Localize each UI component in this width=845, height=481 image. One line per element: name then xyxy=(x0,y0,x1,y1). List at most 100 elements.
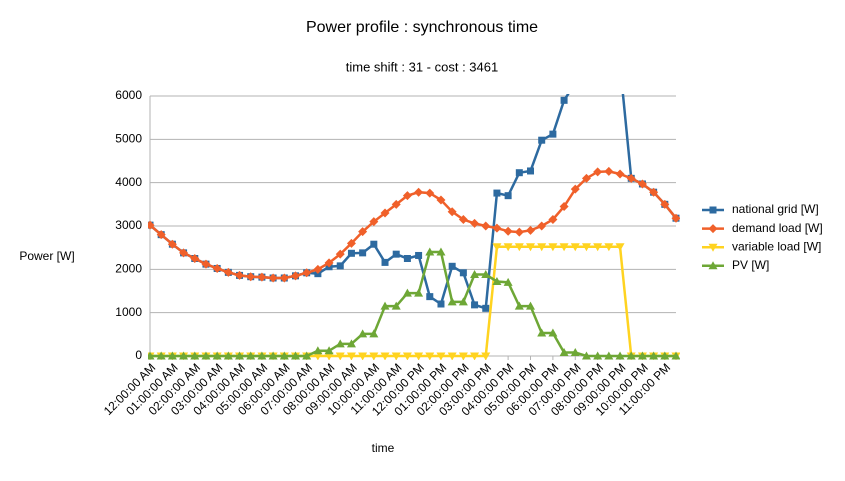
point xyxy=(324,352,334,360)
point xyxy=(448,262,456,270)
point xyxy=(548,215,558,224)
point xyxy=(336,262,344,270)
point xyxy=(414,187,424,197)
point xyxy=(482,304,490,312)
point xyxy=(391,199,401,209)
point xyxy=(279,273,289,283)
point xyxy=(414,352,424,360)
point xyxy=(503,243,513,252)
x-axis-label: time xyxy=(372,441,395,455)
point xyxy=(593,351,603,360)
point xyxy=(604,351,614,360)
point xyxy=(660,199,670,209)
point xyxy=(402,352,412,360)
point xyxy=(514,227,524,237)
point xyxy=(471,301,479,309)
point xyxy=(581,243,591,252)
point xyxy=(436,247,446,256)
point xyxy=(527,167,535,175)
point xyxy=(425,188,435,198)
point xyxy=(223,351,233,360)
point xyxy=(381,258,389,266)
point xyxy=(414,288,424,297)
point xyxy=(447,297,457,306)
point xyxy=(324,346,334,355)
point xyxy=(604,166,614,176)
point xyxy=(425,247,435,256)
point xyxy=(201,351,211,360)
point xyxy=(148,351,155,360)
point xyxy=(526,243,536,252)
point xyxy=(436,195,446,205)
point xyxy=(346,238,356,248)
point xyxy=(302,351,312,360)
point xyxy=(504,192,512,200)
point xyxy=(302,268,312,278)
point xyxy=(148,220,155,230)
point xyxy=(156,230,166,240)
point xyxy=(526,225,536,235)
point xyxy=(548,243,558,252)
point xyxy=(671,213,680,223)
point xyxy=(615,169,625,179)
point xyxy=(190,351,200,360)
point xyxy=(660,351,670,360)
point xyxy=(313,352,323,360)
point xyxy=(402,191,412,201)
point xyxy=(402,288,412,297)
series-line xyxy=(150,245,676,358)
y-tick-label: 3000 xyxy=(115,218,142,232)
point xyxy=(313,264,323,274)
point xyxy=(515,169,523,177)
point xyxy=(246,351,256,360)
point xyxy=(167,351,177,360)
point xyxy=(570,243,580,252)
point xyxy=(626,351,636,360)
point xyxy=(559,348,569,357)
legend-marker xyxy=(708,243,718,252)
point xyxy=(481,352,491,360)
point xyxy=(605,59,612,66)
point xyxy=(481,270,491,279)
point xyxy=(426,293,434,301)
point xyxy=(436,352,446,360)
point xyxy=(190,254,200,263)
legend-label: variable load [W] xyxy=(732,239,821,253)
point xyxy=(615,243,625,252)
point xyxy=(492,243,502,252)
point xyxy=(235,270,245,280)
point xyxy=(347,249,355,257)
series-line xyxy=(150,250,676,358)
point xyxy=(615,351,625,360)
point xyxy=(346,352,356,360)
legend-marker xyxy=(709,206,717,214)
point xyxy=(235,351,245,360)
y-tick-label: 4000 xyxy=(115,175,142,189)
point xyxy=(391,352,401,360)
point xyxy=(458,352,468,360)
point xyxy=(156,351,166,360)
point xyxy=(370,240,378,248)
point xyxy=(458,215,468,224)
point xyxy=(358,227,368,237)
point xyxy=(503,226,513,236)
y-axis-label: Power [W] xyxy=(19,249,74,263)
point xyxy=(437,300,445,308)
point xyxy=(201,259,211,269)
legend-marker xyxy=(708,224,718,234)
chart-title: Power profile : synchronous time xyxy=(306,19,538,36)
point xyxy=(537,243,547,252)
point xyxy=(649,351,659,360)
point xyxy=(581,351,591,360)
point xyxy=(313,346,323,355)
point xyxy=(335,339,345,348)
legend-marker xyxy=(708,261,718,270)
point xyxy=(458,297,468,306)
point xyxy=(403,255,411,262)
point xyxy=(447,352,457,360)
point xyxy=(492,276,502,285)
legend-label: demand load [W] xyxy=(732,221,823,235)
point xyxy=(290,271,300,281)
point xyxy=(572,80,579,87)
